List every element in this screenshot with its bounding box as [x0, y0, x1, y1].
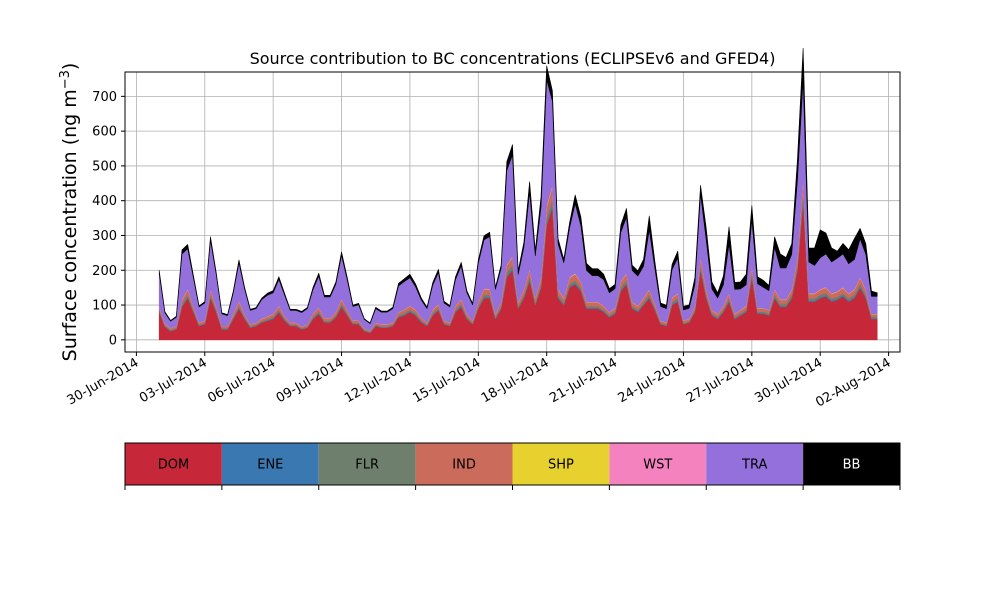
y-tick-label: 500 — [92, 159, 117, 174]
plot-frame — [124, 71, 901, 353]
x-tick-label: 09-Jul-2014 — [274, 355, 347, 406]
colorbar-segment-bb — [803, 443, 900, 485]
colorbar-label-wst: WST — [643, 458, 672, 473]
colorbar-label-dom: DOM — [158, 458, 189, 473]
x-tick-label: 02-Aug-2014 — [813, 355, 893, 410]
x-tick-label: 06-Jul-2014 — [205, 355, 278, 406]
x-tick-label: 15-Jul-2014 — [410, 355, 483, 406]
colorbar-segment-ene — [221, 443, 319, 485]
colorbar-label-ene: ENE — [257, 458, 283, 473]
y-tick-label: 0 — [109, 333, 117, 348]
colorbar-segment-wst — [609, 443, 707, 485]
x-tick-label: 03-Jul-2014 — [137, 355, 210, 406]
y-axis-label-close: ) — [59, 63, 81, 70]
y-tick-label: 700 — [92, 90, 117, 105]
colorbar-frame — [124, 442, 901, 486]
y-tick-label: 300 — [92, 229, 117, 244]
colorbar-label-tra: TRA — [741, 458, 767, 473]
x-tick-label: 12-Jul-2014 — [342, 355, 415, 406]
y-axis-label-unit-superscript: −3 — [58, 70, 73, 89]
x-tick-label: 18-Jul-2014 — [479, 355, 552, 406]
x-tick-label: 24-Jul-2014 — [616, 355, 689, 406]
colorbar-label-bb: BB — [843, 458, 861, 473]
colorbar-segment-shp — [512, 443, 610, 485]
area-series-tra — [158, 79, 878, 331]
y-axis-label-text: Surface concentration (ng m — [59, 89, 81, 361]
x-tick-label: 30-Jun-2014 — [65, 355, 142, 408]
source-colorbar: DOM ENE FLR IND SHP WST TRA BB — [124, 442, 901, 490]
area-series-bb — [158, 47, 878, 324]
x-tick-label: 27-Jul-2014 — [684, 355, 757, 406]
colorbar-segment-dom — [125, 443, 222, 485]
y-tick-label: 100 — [92, 299, 117, 314]
colorbar-segment-flr — [318, 443, 416, 485]
y-tick-label: 400 — [92, 194, 117, 209]
y-tick-label: 600 — [92, 125, 117, 140]
colorbar-segment-ind — [415, 443, 513, 485]
colorbar-label-flr: FLR — [355, 458, 379, 473]
colorbar-label-shp: SHP — [548, 458, 574, 473]
y-tick-label: 200 — [92, 264, 117, 279]
colorbar-segment-tra — [706, 443, 804, 485]
y-axis-label: Surface concentration (ng m−3) — [58, 63, 81, 362]
colorbar-label-ind: IND — [452, 458, 476, 473]
stacked-areas — [158, 47, 878, 341]
chart-title: Source contribution to BC concentrations… — [250, 49, 776, 68]
x-tick-label: 21-Jul-2014 — [547, 355, 620, 406]
